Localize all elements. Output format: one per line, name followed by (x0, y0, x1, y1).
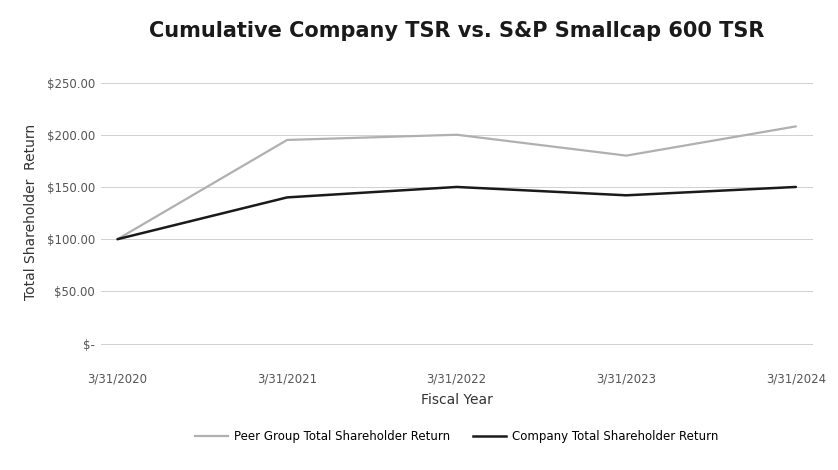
Legend: Peer Group Total Shareholder Return, Company Total Shareholder Return: Peer Group Total Shareholder Return, Com… (190, 425, 723, 447)
Y-axis label: Total Shareholder  Return: Total Shareholder Return (24, 124, 39, 299)
X-axis label: Fiscal Year: Fiscal Year (421, 393, 493, 407)
Title: Cumulative Company TSR vs. S&P Smallcap 600 TSR: Cumulative Company TSR vs. S&P Smallcap … (149, 21, 764, 41)
